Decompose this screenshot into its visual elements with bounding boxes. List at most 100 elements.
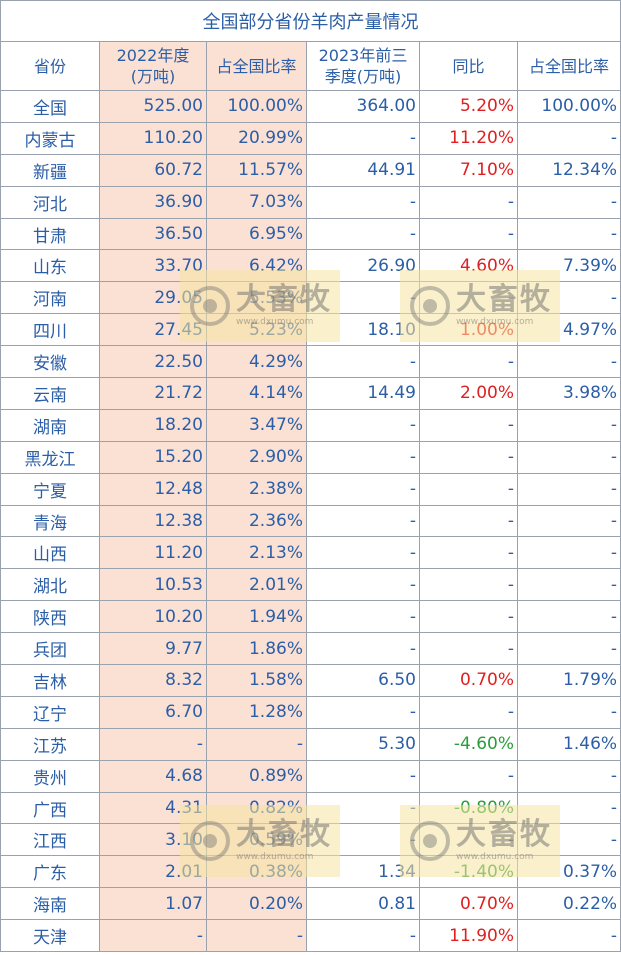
value-cell: - (516, 632, 621, 666)
province-cell: 辽宁 (0, 695, 100, 729)
table-row: 辽宁 6.70 1.28% - - - (0, 695, 621, 729)
header-row: 省份 2022年度 (万吨) 占全国比率 2023年前三 季度(万吨) 同比 占全国比率 (0, 41, 621, 91)
value-cell: 0.70% (419, 664, 518, 697)
table-body: 全国 525.00 100.00% 364.00 5.20% 100.00% 内蒙古 110.… (0, 90, 621, 953)
value-cell: 7.03% (206, 185, 307, 219)
watermark-brand: 大畜牧 (456, 282, 552, 317)
province-cell: 江苏 (0, 727, 100, 761)
value-cell: 1.46% (516, 727, 621, 761)
value-cell: 12.38 (99, 504, 207, 538)
column-header: 2022年度 (万吨) (99, 41, 207, 91)
value-cell: - (419, 440, 518, 474)
value-cell: - (419, 759, 518, 793)
watermark: 大畜牧 www.dxumu.com (180, 805, 340, 877)
value-cell: 0.20% (206, 887, 307, 921)
value-cell: - (306, 536, 420, 570)
value-cell: 1.07 (99, 887, 207, 921)
table-row: 吉林 8.32 1.58% 6.50 0.70% 1.79% (0, 664, 621, 697)
value-cell: - (516, 440, 621, 474)
table-row: 海南 1.07 0.20% 0.81 0.70% 0.22% (0, 887, 621, 921)
value-cell: - (419, 536, 518, 570)
table-row: 全国 525.00 100.00% 364.00 5.20% 100.00% (0, 90, 621, 123)
table-row: 山西 11.20 2.13% - - - (0, 536, 621, 570)
table-row: 兵团 9.77 1.86% - - - (0, 632, 621, 666)
value-cell: 11.90% (419, 919, 518, 953)
province-cell: 河南 (0, 281, 100, 315)
watermark-logo-icon (190, 821, 230, 861)
value-cell: 1.86% (206, 632, 307, 666)
value-cell: 4.14% (206, 377, 307, 410)
value-cell: - (419, 472, 518, 506)
value-cell: 1.58% (206, 664, 307, 697)
province-cell: 甘肃 (0, 217, 100, 251)
value-cell: - (516, 759, 621, 793)
value-cell: 3.98% (516, 377, 621, 410)
value-cell: - (306, 759, 420, 793)
watermark-brand: 大畜牧 (236, 817, 332, 852)
column-header: 省份 (0, 41, 100, 91)
value-cell: - (516, 919, 621, 953)
province-cell: 广西 (0, 791, 100, 825)
province-cell: 贵州 (0, 759, 100, 793)
value-cell: 2.90% (206, 440, 307, 474)
province-cell: 山东 (0, 249, 100, 283)
province-cell: 新疆 (0, 153, 100, 187)
value-cell: - (516, 408, 621, 442)
column-header: 2023年前三 季度(万吨) (306, 41, 420, 91)
value-cell: - (206, 919, 307, 953)
province-cell: 云南 (0, 377, 100, 410)
watermark-logo-icon (190, 286, 230, 326)
province-cell: 吉林 (0, 664, 100, 697)
table-row: 贵州 4.68 0.89% - - - (0, 759, 621, 793)
province-cell: 四川 (0, 313, 100, 347)
value-cell: - (306, 919, 420, 953)
value-cell: - (516, 600, 621, 634)
watermark: 大畜牧 www.dxumu.com (180, 270, 340, 342)
value-cell: - (306, 695, 420, 729)
value-cell: 2.01% (206, 568, 307, 602)
value-cell: 0.89% (206, 759, 307, 793)
value-cell: -4.60% (419, 727, 518, 761)
value-cell: - (516, 217, 621, 251)
province-cell: 天津 (0, 919, 100, 953)
column-header: 占全国比率 (516, 41, 621, 91)
province-cell: 山西 (0, 536, 100, 570)
value-cell: 22.50 (99, 345, 207, 379)
value-cell: - (516, 504, 621, 538)
value-cell: 2.36% (206, 504, 307, 538)
value-cell: 1.94% (206, 600, 307, 634)
province-cell: 内蒙古 (0, 121, 100, 155)
value-cell: 5.20% (419, 90, 518, 123)
province-cell: 安徽 (0, 345, 100, 379)
value-cell: 5.30 (306, 727, 420, 761)
value-cell: 6.95% (206, 217, 307, 251)
value-cell: - (419, 600, 518, 634)
value-cell: - (99, 727, 207, 761)
value-cell: 18.20 (99, 408, 207, 442)
province-cell: 河北 (0, 185, 100, 219)
value-cell: - (419, 632, 518, 666)
value-cell: 4.68 (99, 759, 207, 793)
watermark-url: www.dxumu.com (236, 852, 314, 862)
value-cell: 21.72 (99, 377, 207, 410)
value-cell: - (99, 919, 207, 953)
value-cell: 11.20% (419, 121, 518, 155)
table-row: 青海 12.38 2.36% - - - (0, 504, 621, 538)
column-header: 同比 (419, 41, 518, 91)
value-cell: 2.00% (419, 377, 518, 410)
value-cell: 364.00 (306, 90, 420, 123)
value-cell: - (516, 185, 621, 219)
watermark-brand: 大畜牧 (236, 282, 332, 317)
value-cell: - (516, 345, 621, 379)
value-cell: - (419, 408, 518, 442)
table-row: 湖南 18.20 3.47% - - - (0, 408, 621, 442)
province-cell: 青海 (0, 504, 100, 538)
value-cell: 12.34% (516, 153, 621, 187)
value-cell: 10.20 (99, 600, 207, 634)
watermark-logo-icon (410, 286, 450, 326)
value-cell: 9.77 (99, 632, 207, 666)
table-row: 陕西 10.20 1.94% - - - (0, 600, 621, 634)
table-row: 黑龙江 15.20 2.90% - - - (0, 440, 621, 474)
